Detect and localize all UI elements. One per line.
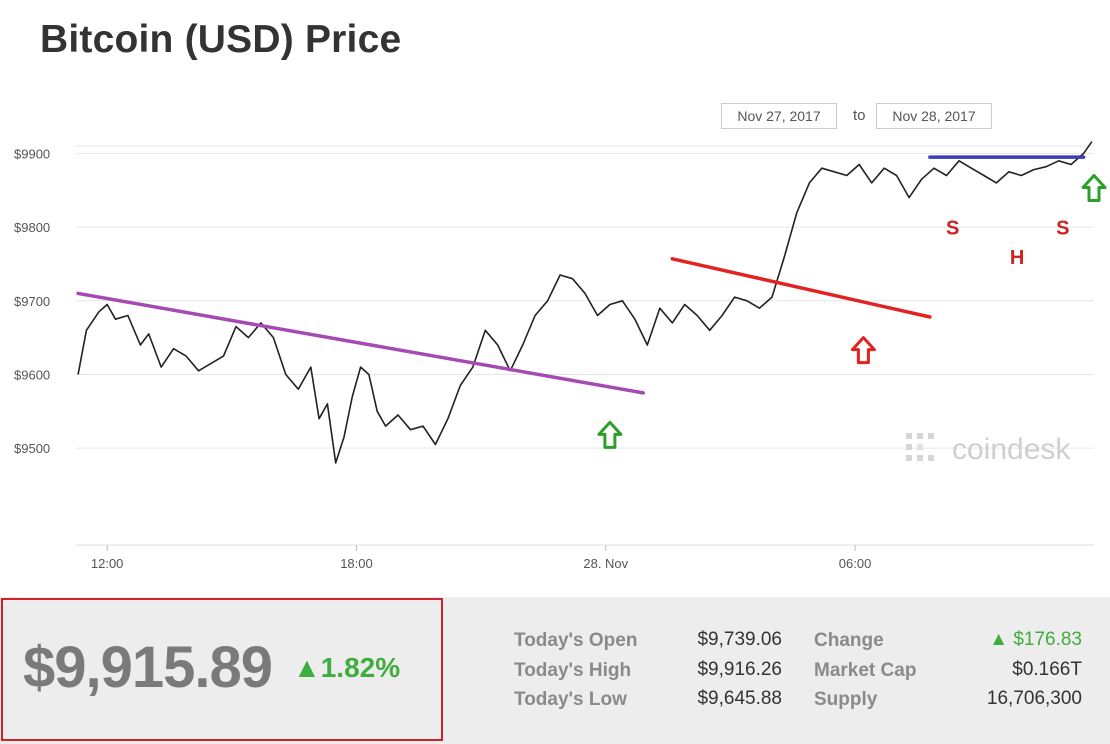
today-low-value: $9,645.88 [697,688,782,709]
pattern-label: S [1056,217,1069,239]
supply-value: 16,706,300 [986,688,1082,709]
price-series [77,141,1093,464]
change-value: ▲ $176.83 [989,629,1082,650]
annotations: S H S [76,155,1107,449]
today-high-label: Today's High [514,660,632,681]
change-label: Change [814,630,884,651]
x-tick-label: 06:00 [839,556,872,571]
up-arrow-icon [1081,174,1107,202]
y-axis-ticks: $9500 $9600 $9700 $9800 $9900 [14,146,50,456]
date-to-label: to [853,107,866,124]
market-cap-label: Market Cap [814,660,917,681]
today-low-label: Today's Low [514,689,627,710]
up-arrow-icon [597,420,623,449]
x-tick-label: 12:00 [91,556,124,571]
coindesk-logo-icon [906,433,934,461]
x-tick-label: 28. Nov [583,556,628,571]
current-price: $9,915.89 [23,635,273,700]
supply-label: Supply [814,689,878,710]
today-open-value: $9,739.06 [697,629,782,650]
price-change-percent: ▲1.82% [293,652,401,683]
today-high-value: $9,916.26 [697,659,782,680]
watermark-text: coindesk [952,433,1071,466]
y-tick-label: $9600 [14,367,50,382]
grid-lines [76,145,1094,546]
pattern-label: S [946,217,959,239]
y-tick-label: $9900 [14,146,50,161]
coindesk-watermark: coindesk [906,433,1071,466]
up-arrow-icon [850,336,876,365]
date-from-input[interactable]: Nov 27, 2017 [721,103,837,129]
y-tick-label: $9700 [14,294,50,309]
current-price-box: $9,915.89 ▲1.82% [1,598,443,741]
y-tick-label: $9500 [14,441,50,456]
trend-line [670,257,932,319]
y-tick-label: $9800 [14,220,50,235]
date-to-input[interactable]: Nov 28, 2017 [876,103,992,129]
page-title: Bitcoin (USD) Price [40,18,402,61]
today-open-label: Today's Open [514,630,638,651]
pattern-label: H [1010,247,1024,269]
x-axis-ticks: 12:00 18:00 28. Nov 06:00 [91,545,871,571]
trend-line [76,291,645,395]
x-tick-label: 18:00 [340,556,373,571]
price-line [77,141,1093,464]
market-cap-value: $0.166T [1012,659,1082,680]
price-chart: $9500 $9600 $9700 $9800 $9900 12:00 18:00 28. … [14,141,1107,571]
